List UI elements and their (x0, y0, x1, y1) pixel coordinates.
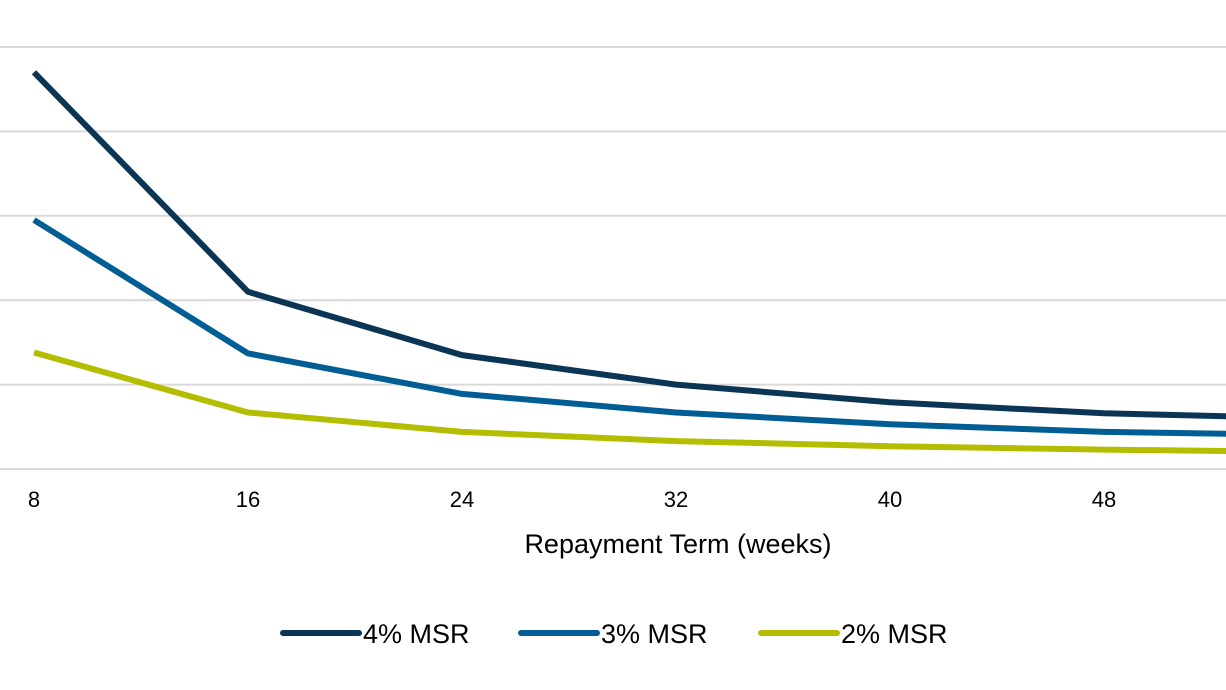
series-line-1 (31, 70, 1226, 420)
legend-label-1: 4% MSR (363, 619, 470, 649)
x-tick-label: 24 (450, 487, 474, 512)
x-tick-label: 16 (236, 487, 260, 512)
legend: 4% MSR 3% MSR 2% MSR (280, 619, 948, 649)
legend-label-2: 3% MSR (601, 619, 708, 649)
gridlines (0, 46, 1226, 470)
series-line-3 (33, 349, 1226, 455)
x-tick-label: 48 (1092, 487, 1116, 512)
x-tick-label: 32 (664, 487, 688, 512)
x-axis-title: Repayment Term (weeks) (524, 529, 831, 559)
x-axis-tick-labels: 8 16 24 32 40 48 (28, 487, 1116, 512)
series-lines (31, 70, 1226, 455)
series-line-2 (32, 217, 1226, 437)
legend-label-3: 2% MSR (841, 619, 948, 649)
x-tick-label: 40 (878, 487, 902, 512)
x-tick-label: 8 (28, 487, 40, 512)
